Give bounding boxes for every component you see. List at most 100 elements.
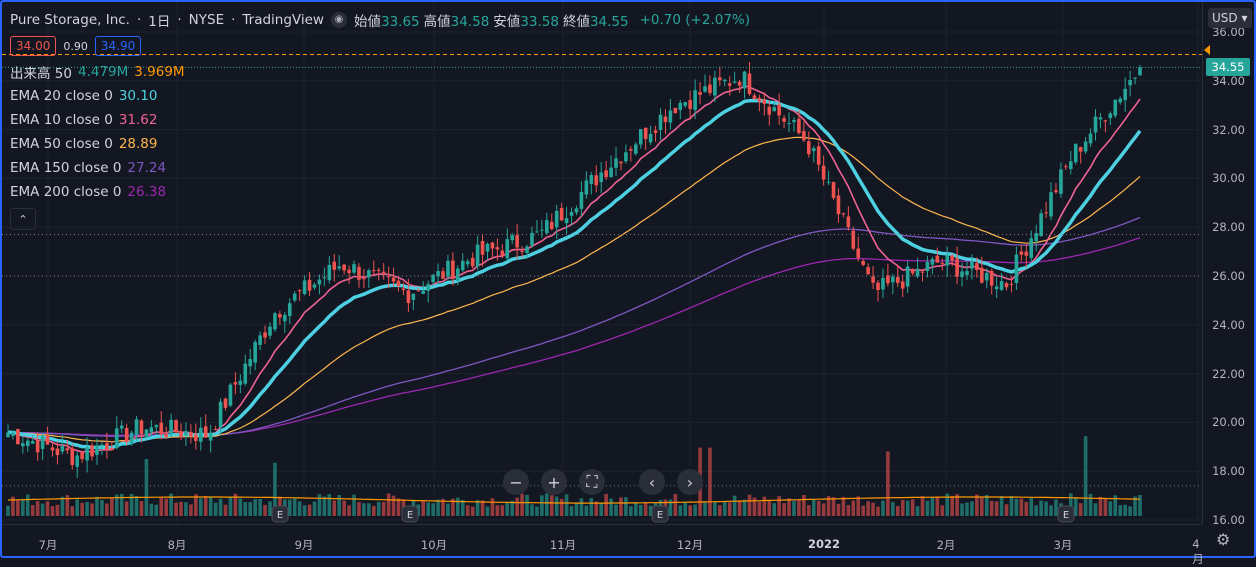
volume-bar xyxy=(807,505,811,516)
candle-body xyxy=(1088,133,1093,144)
sell-button[interactable]: 34.00 xyxy=(10,36,57,56)
volume-bar xyxy=(332,500,337,516)
candle-body xyxy=(322,277,327,279)
collapse-legend-button[interactable]: ⌃ xyxy=(10,208,36,230)
volume-bar xyxy=(757,501,762,516)
volume-bar xyxy=(965,502,969,516)
candle-body xyxy=(55,448,60,456)
volume-bar xyxy=(604,493,608,516)
indicator-name: 出来高 50 xyxy=(10,66,72,82)
candle-body xyxy=(258,335,262,345)
candle-body xyxy=(268,326,272,336)
indicator-row[interactable]: EMA 200 close 0 26.38 xyxy=(10,180,750,204)
candle-body xyxy=(1039,213,1043,237)
candle-body xyxy=(233,382,238,385)
candle-body xyxy=(1108,113,1113,119)
volume-bar xyxy=(1034,505,1038,516)
volume-bar xyxy=(1073,498,1078,516)
candle-body xyxy=(643,127,648,140)
volume-bar xyxy=(490,498,495,516)
volume-bar xyxy=(426,502,430,516)
candle-body xyxy=(110,448,114,451)
indicator-row[interactable]: EMA 150 close 0 27.24 xyxy=(10,156,750,180)
volume-bar xyxy=(629,506,633,516)
candle-body xyxy=(910,269,915,274)
indicator-row[interactable]: 出来高 50 4.479M 3.969M xyxy=(10,60,750,84)
ohlc-label: 安値 xyxy=(493,14,521,30)
buy-button[interactable]: 34.90 xyxy=(94,36,142,56)
volume-bar xyxy=(718,505,722,516)
indicator-value: 31.62 xyxy=(118,112,158,128)
candle-body xyxy=(198,427,203,442)
price-axis[interactable]: 36.00 34.00 32.00 30.00 28.00 26.00 24.00 22.00… xyxy=(1202,2,1255,527)
gear-icon[interactable]: ⚙ xyxy=(1216,530,1231,549)
price-tick: 24.00 xyxy=(1212,317,1245,332)
zoom-out-button[interactable]: − xyxy=(503,469,529,495)
price-tick: 26.00 xyxy=(1212,269,1245,283)
volume-bar xyxy=(144,459,149,516)
indicator-row[interactable]: EMA 50 close 0 28.89 xyxy=(10,132,750,156)
candle-body xyxy=(955,258,959,277)
candle-body xyxy=(297,290,302,292)
candle-body xyxy=(500,250,505,256)
candle-body xyxy=(416,290,421,292)
volume-bar xyxy=(446,503,450,516)
scroll-right-button[interactable]: › xyxy=(677,469,703,495)
scroll-left-button[interactable]: ‹ xyxy=(639,469,665,495)
indicator-row[interactable]: EMA 10 close 0 31.62 xyxy=(10,108,750,132)
candle-body xyxy=(253,342,257,363)
eye-icon[interactable]: ◉ xyxy=(330,12,347,28)
volume-bar xyxy=(762,496,767,516)
candle-body xyxy=(337,266,341,269)
candle-body xyxy=(1009,283,1014,285)
volume-bar xyxy=(386,493,391,516)
volume-bar xyxy=(851,500,856,516)
reset-view-button[interactable]: ⛶ xyxy=(579,469,605,495)
legend: Pure Storage, Inc. · 1日 · NYSE · Trading… xyxy=(10,8,750,230)
volume-bar xyxy=(16,500,20,516)
candle-body xyxy=(421,290,426,294)
candle-body xyxy=(1103,120,1108,122)
currency-selector[interactable]: USD ▾ xyxy=(1208,8,1252,28)
volume-bar xyxy=(713,502,717,516)
candle-body xyxy=(1098,117,1103,120)
candle-body xyxy=(134,419,139,436)
candle-body xyxy=(505,239,510,259)
candle-body xyxy=(208,432,213,441)
indicator-name: EMA 50 close 0 xyxy=(10,136,113,152)
candle-body xyxy=(975,262,979,270)
candle-body xyxy=(1004,283,1009,288)
symbol-title[interactable]: Pure Storage, Inc. xyxy=(10,12,130,28)
alert-marker-icon[interactable] xyxy=(1204,45,1210,55)
volume-bar xyxy=(495,505,500,516)
candle-body xyxy=(50,447,55,451)
volume-bar xyxy=(273,462,277,516)
volume-bar xyxy=(347,505,351,516)
indicator-row[interactable]: EMA 20 close 0 30.10 xyxy=(10,84,750,108)
candle-body xyxy=(75,455,80,467)
zoom-in-button[interactable]: + xyxy=(541,469,567,495)
ohlc-values: 始値33.65 高値34.58 安値33.58 終値34.55 xyxy=(354,10,633,30)
volume-bar xyxy=(159,496,164,516)
candle-body xyxy=(920,271,925,273)
candle-body xyxy=(470,257,475,267)
volume-bar xyxy=(154,504,159,516)
interval-label[interactable]: 1日 xyxy=(148,14,171,30)
time-axis[interactable]: 7月 8月 9月 10月 11月 12月 2022 2月 3月 4月 xyxy=(2,524,1204,566)
candle-body xyxy=(381,271,386,274)
ohlc-value: 33.58 xyxy=(520,14,559,30)
price-tick: 16.00 xyxy=(1212,513,1245,527)
candle-body xyxy=(1113,99,1118,116)
candle-body xyxy=(90,445,94,457)
candle-body xyxy=(426,284,430,291)
volume-bar xyxy=(21,499,25,516)
price-tick: 18.00 xyxy=(1212,464,1245,479)
candle-body xyxy=(831,181,836,199)
candle-body xyxy=(638,129,643,145)
candle-body xyxy=(797,118,801,134)
volume-bar xyxy=(624,497,628,516)
candle-body xyxy=(569,212,574,216)
volume-bar xyxy=(510,500,515,516)
